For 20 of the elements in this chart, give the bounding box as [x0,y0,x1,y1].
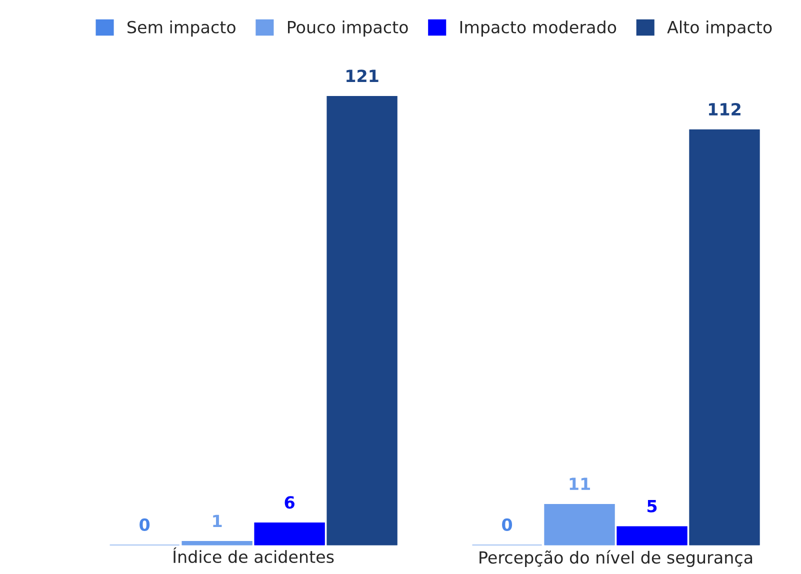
legend-label: Alto impacto [667,20,772,37]
bar [326,96,398,546]
bar [182,541,252,546]
legend-label: Sem impacto [128,20,236,37]
data-label: 11 [570,478,590,490]
legend-label: Pouco impacto [288,20,408,37]
data-label: 0 [502,518,512,531]
data-label: 6 [284,496,294,509]
data-label: 112 [708,102,740,116]
bar [254,522,325,546]
x-tick-label: Percepção do nível de segurança [480,550,752,567]
data-label: 1 [213,514,222,528]
data-label: 5 [648,500,657,512]
legend-label: Impacto moderado [460,20,616,37]
bar [616,526,688,546]
data-label: 121 [346,70,378,82]
bar [544,504,615,546]
bar [689,129,760,546]
x-tick-label: Índice de acidentes [173,547,334,564]
data-label: 0 [140,518,150,531]
